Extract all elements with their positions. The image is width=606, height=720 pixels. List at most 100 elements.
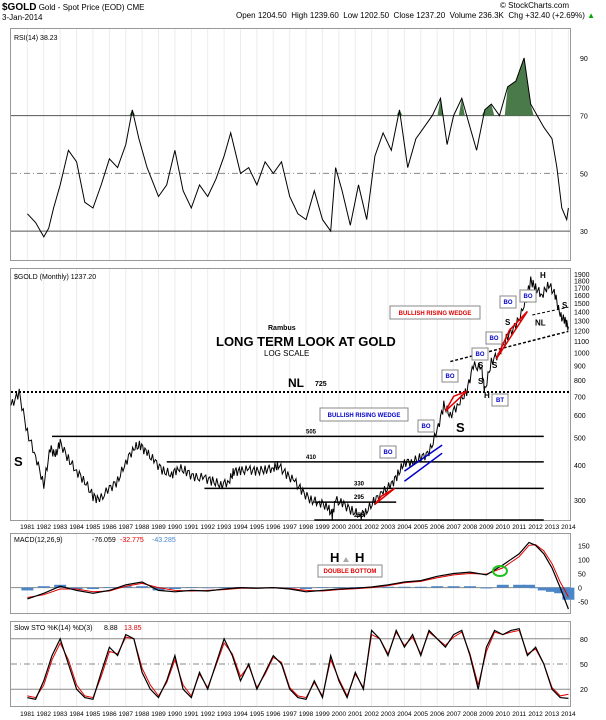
bo-label-4-box	[471, 347, 489, 361]
bo-label-5: BO	[490, 336, 499, 342]
macd-signal-line	[27, 544, 569, 598]
open-value: 1204.50	[257, 11, 287, 20]
year-tick-label: 1996	[266, 524, 281, 531]
level-label-505: 505	[306, 429, 317, 435]
rsi-line	[27, 57, 569, 238]
right-shoulder-label: S	[456, 420, 465, 435]
bo-label-3-box	[441, 369, 459, 383]
wedge-red-2	[444, 390, 468, 412]
price-tick-label: 1700	[574, 286, 590, 293]
price-tick-label: 1500	[574, 301, 590, 308]
price-tick-label: 300	[574, 498, 586, 505]
year-tick-label: 2003	[381, 524, 396, 531]
year-tick-label: 2007	[446, 524, 461, 531]
price-tick-label: 900	[574, 364, 586, 371]
left-shoulder-label: S	[14, 454, 23, 469]
year-tick-label: 2012	[528, 711, 543, 718]
sto-d-line	[27, 629, 569, 699]
sto-tick-label: 20	[580, 687, 588, 694]
macd-hist-bar	[414, 586, 427, 588]
chart-title: LONG TERM LOOK AT GOLD	[216, 334, 396, 349]
level-label-330: 330	[354, 481, 365, 487]
price-tick-label: 1000	[574, 351, 590, 358]
year-tick-label: 1989	[151, 524, 166, 531]
bt-label: BT	[496, 398, 504, 404]
year-tick-label: 2013	[545, 524, 560, 531]
rsi-overbought-fill	[458, 98, 465, 116]
year-tick-label: 1996	[266, 711, 281, 718]
macd-hist-bar	[185, 587, 198, 588]
neckline-label: NL	[288, 376, 304, 390]
year-tick-label: 1981	[20, 711, 35, 718]
close-label: Close	[393, 11, 414, 20]
price-legend: $GOLD (Monthly) 1237.20	[14, 274, 96, 281]
rsi-overbought-fill	[504, 57, 534, 116]
macd-hist-bar	[529, 587, 542, 589]
year-tick-label: 1993	[217, 711, 232, 718]
macd-legend-val-1: -76.059	[92, 537, 116, 544]
year-tick-label: 2001	[348, 711, 363, 718]
price-tick-label: 1100	[574, 339, 589, 346]
macd-hist-bar	[37, 586, 50, 588]
macd-hist-bar	[537, 587, 550, 591]
macd-hist-bar	[86, 587, 99, 590]
price-tick-label: 700	[574, 394, 586, 401]
shoulder-label-1: S	[478, 361, 484, 370]
bt-label-box	[491, 393, 509, 407]
price-tick-label: 500	[574, 436, 586, 443]
bo-label-4: BO	[476, 352, 485, 358]
macd-tick-label: 100	[578, 557, 590, 564]
open-label: Open	[236, 11, 256, 20]
price-tick-label: 1400	[574, 309, 590, 316]
macd-hist-bar	[316, 587, 329, 588]
year-tick-label: 1987	[119, 524, 134, 531]
neckline2-label: NL	[535, 318, 546, 327]
macd-hist-bar	[431, 586, 444, 588]
shoulder-label-4: S	[505, 318, 511, 327]
macd-legend-val-3: -43.285	[152, 537, 176, 544]
year-tick-label: 2007	[446, 711, 461, 718]
macd-hist-bar	[136, 586, 149, 588]
macd-line	[27, 541, 569, 610]
year-tick-label: 2002	[364, 711, 379, 718]
macd-hist-bar	[523, 584, 536, 588]
year-tick-label: 1998	[299, 524, 314, 531]
volume-label: Volume	[449, 11, 477, 20]
macd-panel	[10, 533, 571, 614]
macd-legend-val-2: -32.775	[120, 537, 144, 544]
macd-hist-bar	[382, 586, 395, 588]
small-head-label: H	[484, 391, 490, 400]
neckline-value: 725	[315, 381, 327, 388]
rsi-legend: RSI(14) 38.23	[14, 35, 58, 42]
year-tick-label: 1986	[102, 711, 117, 718]
level-label-255: 255	[354, 513, 365, 519]
shoulder-label-3: S	[478, 377, 484, 386]
year-tick-label: 2009	[479, 524, 494, 531]
macd-hist-bar	[201, 587, 214, 589]
year-tick-label: 2006	[430, 711, 445, 718]
low-label: Low	[343, 11, 358, 20]
macd-hist-bar	[398, 586, 411, 588]
level-label-410: 410	[306, 455, 317, 461]
sto-panel	[10, 621, 571, 707]
bo-label-6: BO	[504, 300, 513, 306]
year-tick-label: 2012	[528, 524, 543, 531]
shoulder-label-2: S	[492, 361, 498, 370]
macd-hist-bar	[103, 587, 116, 588]
price-tick-label: 1300	[574, 319, 590, 326]
neckline-3	[532, 306, 569, 316]
bo-label-1: BO	[384, 450, 393, 456]
wedge-label-blue-box	[319, 407, 409, 422]
year-tick-label: 1984	[69, 524, 84, 531]
double-bottom-arrow	[343, 557, 349, 562]
year-tick-label: 1999	[315, 711, 330, 718]
wedge-red-1	[374, 487, 396, 505]
sto-tick-label: 50	[580, 662, 588, 669]
header-date: 3-Jan-2014	[2, 13, 43, 22]
double-bottom-h2: H	[355, 550, 364, 565]
header-name: Gold - Spot Price (EOD)	[38, 3, 125, 12]
year-tick-label: 2008	[463, 711, 478, 718]
bo-label-2-box	[417, 419, 435, 433]
chart-subtitle: LOG SCALE	[264, 349, 309, 358]
author-label: Rambus	[268, 325, 296, 332]
